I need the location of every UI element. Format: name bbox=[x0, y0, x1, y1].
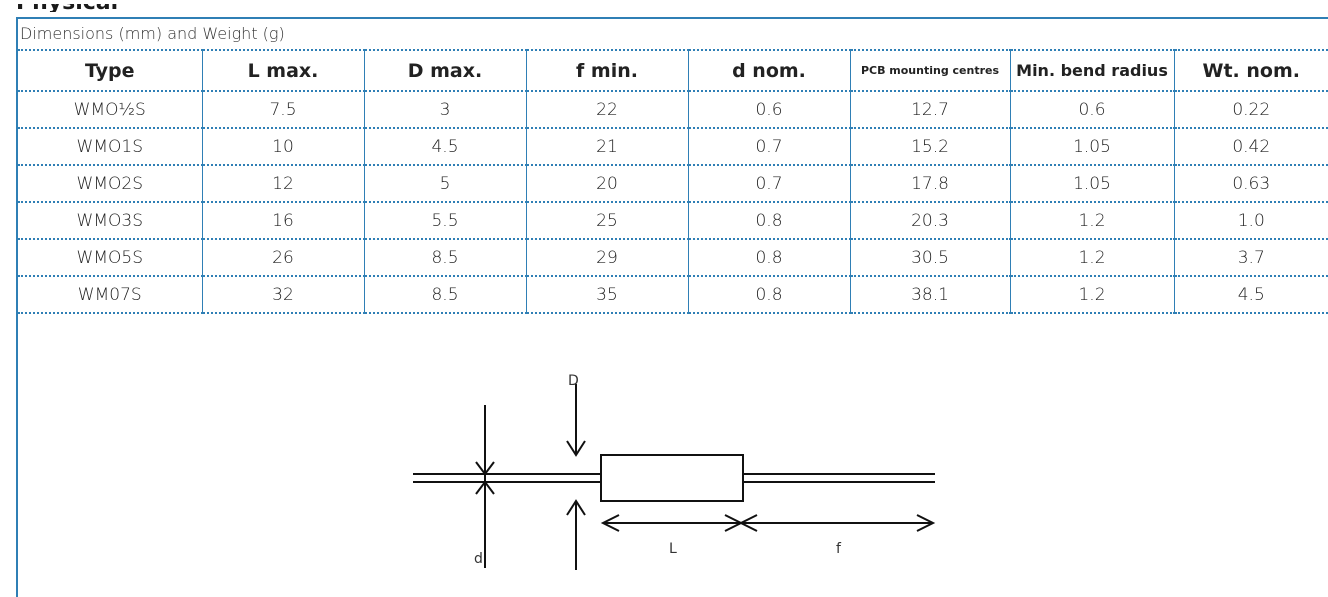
label-f: f bbox=[836, 541, 842, 557]
cell-l-max: 12 bbox=[202, 165, 365, 203]
cell-wt-nom: 1.0 bbox=[1174, 202, 1328, 240]
cell-type: WMO2S bbox=[18, 165, 203, 203]
cell-f-min: 22 bbox=[526, 90, 689, 129]
cell-d-max: 5 bbox=[364, 165, 527, 203]
cell-d-max: 4.5 bbox=[364, 128, 527, 166]
label-L: L bbox=[669, 541, 677, 557]
table-row: WMO3S 16 5.5 25 0.8 20.3 1.2 1.0 bbox=[18, 202, 1328, 240]
cell-min-bend-radius: 0.6 bbox=[1010, 90, 1175, 129]
cell-pcb-mounting-centres: 20.3 bbox=[850, 202, 1011, 240]
table-row: WMO5S 26 8.5 29 0.8 30.5 1.2 3.7 bbox=[18, 239, 1328, 277]
cell-d-nom: 0.7 bbox=[688, 165, 851, 203]
dimensions-panel bbox=[16, 17, 1328, 597]
L-arrow-left bbox=[600, 514, 620, 532]
table-row: WMO2S 12 5 20 0.7 17.8 1.05 0.63 bbox=[18, 165, 1328, 203]
section-heading: Physical bbox=[16, 4, 118, 12]
label-D: D bbox=[568, 373, 579, 389]
cell-d-nom: 0.6 bbox=[688, 90, 851, 129]
header-min-bend-radius: Min. bend radius bbox=[1010, 49, 1175, 92]
cell-l-max: 7.5 bbox=[202, 90, 365, 129]
header-l-max: L max. bbox=[202, 49, 365, 92]
f-arrow-left bbox=[738, 514, 758, 532]
cell-type: WMO3S bbox=[18, 202, 203, 240]
cell-l-max: 32 bbox=[202, 276, 365, 314]
cell-d-max: 8.5 bbox=[364, 239, 527, 277]
cell-pcb-mounting-centres: 15.2 bbox=[850, 128, 1011, 166]
cell-min-bend-radius: 1.2 bbox=[1010, 202, 1175, 240]
cell-d-max: 5.5 bbox=[364, 202, 527, 240]
table-row: WMO1S 10 4.5 21 0.7 15.2 1.05 0.42 bbox=[18, 128, 1328, 166]
cell-wt-nom: 4.5 bbox=[1174, 276, 1328, 314]
cell-pcb-mounting-centres: 30.5 bbox=[850, 239, 1011, 277]
cell-wt-nom: 0.63 bbox=[1174, 165, 1328, 203]
cell-pcb-mounting-centres: 12.7 bbox=[850, 90, 1011, 129]
cell-f-min: 29 bbox=[526, 239, 689, 277]
cell-d-nom: 0.8 bbox=[688, 202, 851, 240]
cell-type: WM07S bbox=[18, 276, 203, 314]
cell-wt-nom: 3.7 bbox=[1174, 239, 1328, 277]
d-arrow-bottom bbox=[475, 480, 495, 495]
cell-f-min: 20 bbox=[526, 165, 689, 203]
cell-f-min: 21 bbox=[526, 128, 689, 166]
cell-d-nom: 0.7 bbox=[688, 128, 851, 166]
table-row: WMO½S 7.5 3 22 0.6 12.7 0.6 0.22 bbox=[18, 90, 1328, 129]
cell-d-max: 3 bbox=[364, 90, 527, 129]
cell-min-bend-radius: 1.2 bbox=[1010, 276, 1175, 314]
header-f-min: f min. bbox=[526, 49, 689, 92]
cell-wt-nom: 0.42 bbox=[1174, 128, 1328, 166]
header-d-nom: d nom. bbox=[688, 49, 851, 92]
cell-d-nom: 0.8 bbox=[688, 239, 851, 277]
component-body bbox=[600, 454, 744, 502]
header-type: Type bbox=[18, 49, 203, 92]
cell-f-min: 35 bbox=[526, 276, 689, 314]
table-row: WM07S 32 8.5 35 0.8 38.1 1.2 4.5 bbox=[18, 276, 1328, 314]
cell-type: WMO5S bbox=[18, 239, 203, 277]
cell-min-bend-radius: 1.05 bbox=[1010, 128, 1175, 166]
cell-d-nom: 0.8 bbox=[688, 276, 851, 314]
cell-l-max: 16 bbox=[202, 202, 365, 240]
cell-wt-nom: 0.22 bbox=[1174, 90, 1328, 129]
table-header-row: Type L max. D max. f min. d nom. PCB mou… bbox=[18, 49, 1328, 92]
cell-f-min: 25 bbox=[526, 202, 689, 240]
cell-pcb-mounting-centres: 17.8 bbox=[850, 165, 1011, 203]
cell-min-bend-radius: 1.05 bbox=[1010, 165, 1175, 203]
header-pcb-mounting-centres: PCB mounting centres bbox=[850, 49, 1011, 92]
component-dimension-diagram: D d L f bbox=[413, 373, 936, 570]
dimensions-table: Type L max. D max. f min. d nom. PCB mou… bbox=[18, 49, 1328, 314]
cell-pcb-mounting-centres: 38.1 bbox=[850, 276, 1011, 314]
d-arrow-top bbox=[475, 461, 495, 476]
cell-l-max: 26 bbox=[202, 239, 365, 277]
table-caption: Dimensions (mm) and Weight (g) bbox=[20, 24, 285, 43]
cell-type: WMO½S bbox=[18, 90, 203, 129]
f-arrow-right bbox=[916, 514, 936, 532]
D-arrow-bottom bbox=[566, 499, 586, 516]
cell-type: WMO1S bbox=[18, 128, 203, 166]
D-arrow-top bbox=[566, 440, 586, 457]
cell-min-bend-radius: 1.2 bbox=[1010, 239, 1175, 277]
cell-l-max: 10 bbox=[202, 128, 365, 166]
label-d: d bbox=[474, 551, 483, 567]
header-d-max: D max. bbox=[364, 49, 527, 92]
header-wt-nom: Wt. nom. bbox=[1174, 49, 1328, 92]
cell-d-max: 8.5 bbox=[364, 276, 527, 314]
